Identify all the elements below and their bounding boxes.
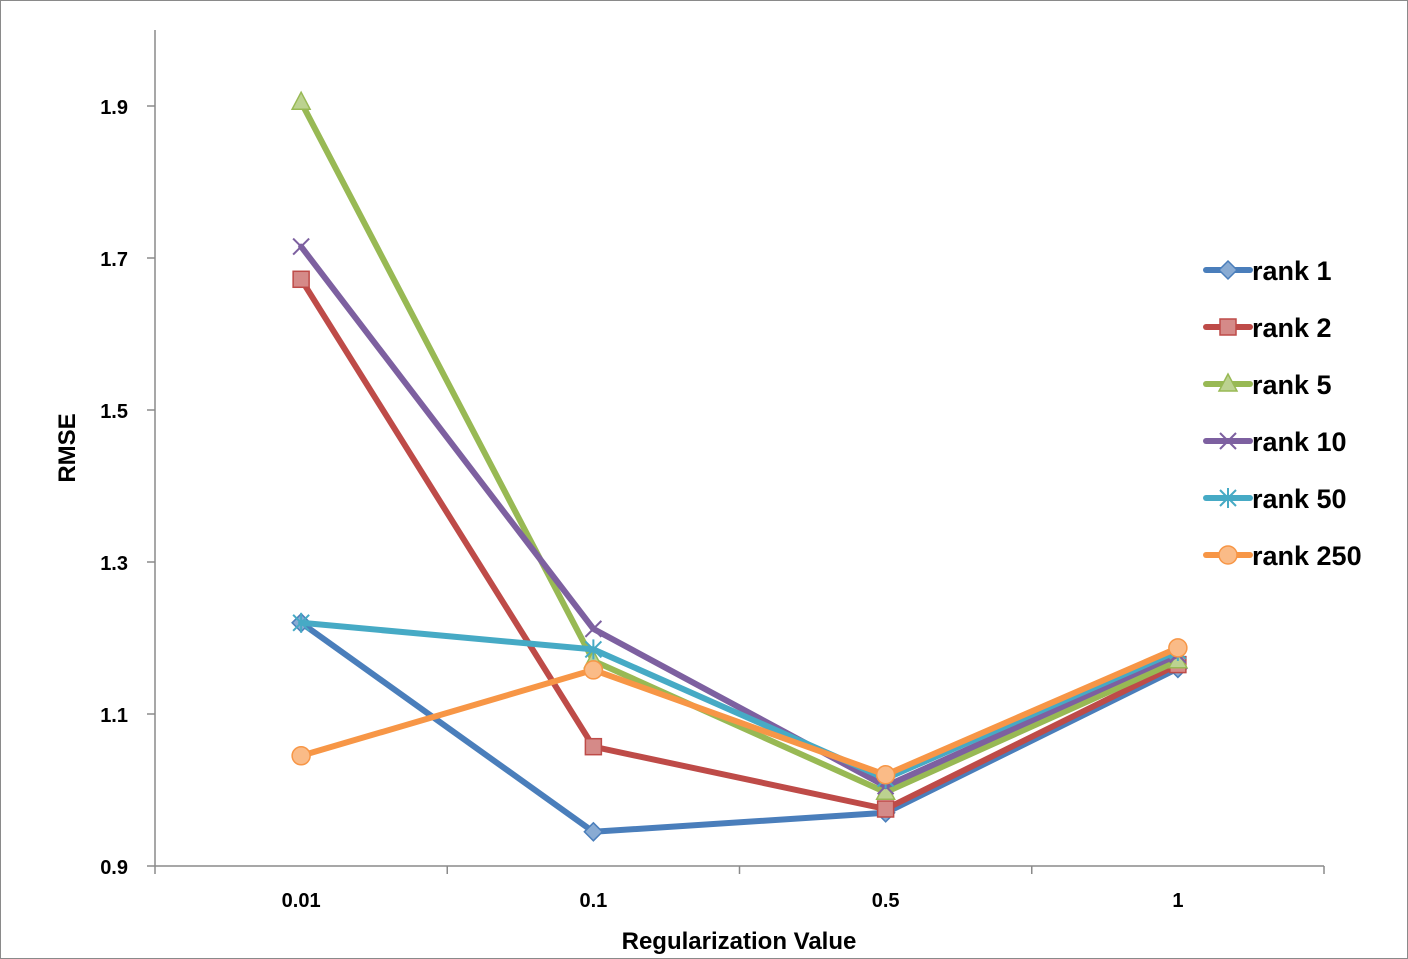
series-line (298, 243, 1181, 790)
y-tick-label: 1.5 (100, 401, 128, 423)
y-tick-labels: 0.9 1.1 1.3 1.5 1.7 1.9 (100, 97, 128, 879)
axes (147, 30, 1325, 874)
x-tick-label: 1 (1172, 890, 1183, 912)
square-marker (876, 800, 895, 818)
y-tick-label: 1.9 (100, 97, 128, 119)
series-rank-250 (291, 638, 1188, 785)
triangle-marker (1217, 372, 1239, 392)
legend-item: rank 2 (1203, 313, 1332, 343)
x-marker (1219, 432, 1237, 450)
square-marker (292, 270, 310, 289)
x-marker-stroke (584, 620, 603, 638)
x-axis-title: Regularization Value (622, 928, 857, 955)
star-marker (292, 612, 310, 633)
series-line (298, 619, 1181, 782)
y-axis-title: RMSE (54, 413, 81, 482)
legend-label: rank 50 (1252, 484, 1347, 514)
legend-label: rank 10 (1252, 427, 1347, 457)
series-line (298, 276, 1181, 812)
x-tick-label: 0.5 (872, 890, 900, 912)
legend-item: rank 5 (1203, 370, 1332, 400)
x-marker-stroke (1219, 432, 1237, 450)
star-marker (1219, 488, 1237, 508)
legend-label: rank 5 (1252, 370, 1332, 400)
legend-label: rank 250 (1252, 541, 1362, 571)
legend-item: rank 250 (1203, 541, 1362, 571)
y-tick-label: 0.9 (100, 857, 128, 879)
series-rank-2 (292, 270, 1187, 818)
series-line (298, 644, 1181, 778)
y-tick-label: 1.1 (100, 705, 128, 727)
star-marker (584, 639, 603, 660)
circle-marker (1218, 545, 1238, 565)
x-marker-stroke (292, 237, 310, 256)
circle-marker (583, 660, 604, 680)
diamond-marker (583, 821, 604, 842)
y-tick-label: 1.7 (100, 249, 128, 271)
series-group (290, 90, 1189, 842)
y-tick-label: 1.3 (100, 553, 128, 575)
square-marker (1219, 318, 1237, 336)
x-marker (292, 237, 310, 256)
diamond-marker (1217, 259, 1239, 281)
legend-item: rank 1 (1203, 256, 1332, 286)
legend-item: rank 50 (1203, 484, 1347, 514)
series-rank-5 (290, 90, 1189, 801)
x-tick-label: 0.01 (282, 890, 321, 912)
triangle-marker (290, 90, 312, 110)
x-marker (584, 620, 603, 638)
circle-marker (1168, 638, 1188, 658)
legend-item: rank 10 (1203, 427, 1347, 457)
square-marker (584, 737, 603, 756)
x-tick-label: 0.1 (579, 890, 607, 912)
series-line (298, 619, 1181, 835)
legend-label: rank 2 (1252, 313, 1332, 343)
circle-marker (875, 765, 896, 785)
legend-label: rank 1 (1252, 256, 1332, 286)
series-line (298, 99, 1181, 796)
legend: rank 1 rank 2 rank 5 rank 10 rank 50 rank 250 (1203, 256, 1362, 571)
circle-marker (291, 746, 311, 766)
x-tick-labels: 0.01 0.1 0.5 1 (282, 890, 1184, 912)
